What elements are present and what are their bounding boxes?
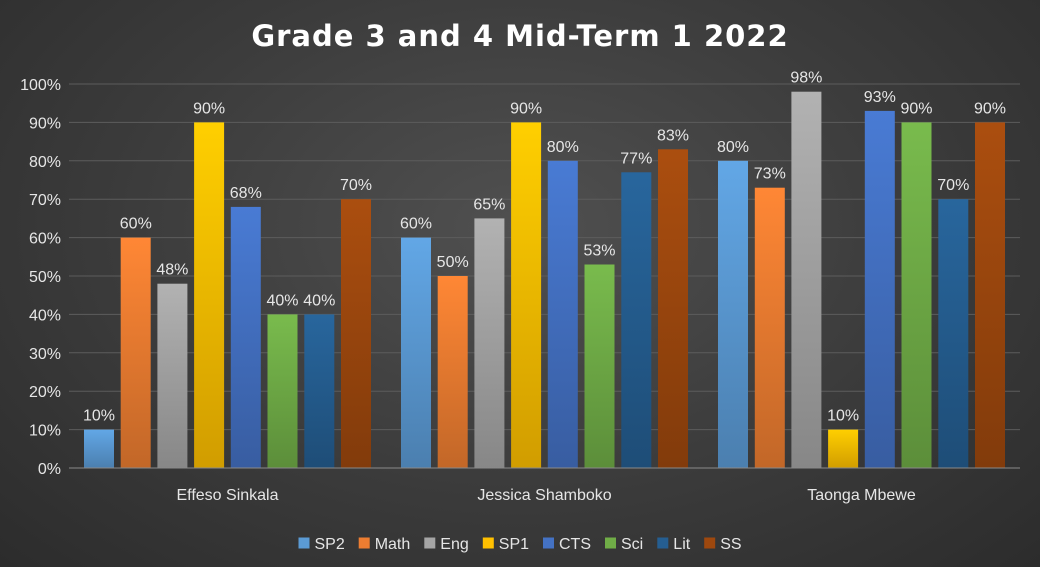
x-axis: Effeso Sinkala Jessica Shamboko Taonga Mbe…: [69, 467, 1020, 504]
bar-lit-effeso-sinkala: [304, 314, 335, 468]
bar-sci-taonga-mbewe: [901, 122, 932, 469]
bar-eng-jessica-shamboko: [474, 218, 505, 468]
legend-item-sp1: SP1: [482, 536, 529, 553]
legend-swatch: [298, 537, 310, 549]
data-label: 70%: [340, 177, 372, 194]
x-tick-label: Taonga Mbewe: [807, 487, 916, 504]
y-axis: 0% 10% 20% 30% 40% 50% 60% 70% 80% 90% 100%: [20, 77, 61, 478]
data-label: 53%: [583, 243, 615, 260]
legend-item-math: Math: [358, 536, 411, 553]
data-label: 10%: [827, 408, 859, 425]
bar-sp2-jessica-shamboko: [401, 237, 431, 468]
legend-swatch: [482, 537, 494, 549]
bar-math-taonga-mbewe: [754, 187, 785, 468]
legend-label: Math: [375, 536, 411, 553]
legend-swatch: [358, 537, 370, 549]
data-label: 80%: [547, 139, 579, 156]
legend-swatch: [424, 537, 436, 549]
y-tick-label: 100%: [20, 77, 61, 94]
data-label: 77%: [620, 150, 652, 167]
bar-sp1-jessica-shamboko: [511, 122, 542, 469]
data-labels: 10% 60% 48% 90% 68% 40% 40% 70% 60% 50% 65% 90% 80% 5…: [83, 70, 1006, 425]
legend-label: SP1: [499, 536, 529, 553]
legend-item-lit: Lit: [657, 536, 691, 553]
bar-ss-taonga-mbewe: [975, 122, 1005, 469]
data-label: 40%: [266, 292, 298, 309]
bar-sp2-effeso-sinkala: [84, 429, 114, 468]
data-label: 70%: [937, 177, 969, 194]
data-label: 50%: [437, 254, 469, 271]
legend-item-cts: CTS: [543, 536, 591, 553]
bar-ss-jessica-shamboko: [658, 149, 688, 469]
y-tick-label: 10%: [29, 423, 61, 440]
bar-ss-effeso-sinkala: [341, 199, 371, 468]
y-tick-label: 60%: [29, 231, 61, 248]
legend-label: SS: [720, 536, 741, 553]
legend-label: SP2: [315, 536, 345, 553]
data-label: 48%: [156, 262, 188, 279]
legend-label: CTS: [559, 536, 591, 553]
legend-swatch: [605, 537, 616, 549]
data-label: 90%: [900, 100, 932, 117]
data-label: 80%: [717, 139, 749, 156]
bar-sci-effeso-sinkala: [267, 314, 298, 468]
data-label: 83%: [657, 127, 689, 144]
bar-cts-effeso-sinkala: [230, 206, 261, 468]
data-label: 93%: [864, 89, 896, 106]
bar-cts-taonga-mbewe: [864, 110, 895, 469]
legend-label: Lit: [673, 536, 690, 553]
data-label: 60%: [400, 216, 432, 233]
data-label: 90%: [510, 100, 542, 117]
legend-swatch: [543, 537, 554, 549]
bar-sp1-taonga-mbewe: [828, 429, 859, 468]
data-label: 40%: [303, 292, 335, 309]
bar-sp1-effeso-sinkala: [194, 122, 225, 469]
y-tick-label: 80%: [29, 154, 61, 171]
bar-math-effeso-sinkala: [120, 237, 151, 468]
data-label: 90%: [193, 100, 225, 117]
bar-lit-taonga-mbewe: [938, 199, 969, 468]
legend-item-eng: Eng: [424, 536, 469, 553]
x-tick-label: Jessica Shamboko: [477, 487, 611, 504]
data-label: 73%: [754, 166, 786, 183]
bars: [84, 91, 1005, 469]
bar-sp2-taonga-mbewe: [718, 160, 748, 469]
data-label: 68%: [230, 185, 262, 202]
y-tick-label: 50%: [29, 269, 61, 286]
data-label: 10%: [83, 408, 115, 425]
bar-eng-effeso-sinkala: [157, 283, 188, 468]
y-tick-label: 90%: [29, 115, 61, 132]
bar-sci-jessica-shamboko: [584, 264, 615, 468]
legend-swatch: [704, 537, 716, 549]
bar-eng-taonga-mbewe: [791, 91, 822, 468]
y-tick-label: 0%: [38, 461, 61, 478]
legend-item-ss: SS: [704, 536, 742, 553]
y-tick-label: 70%: [29, 192, 61, 209]
legend: SP2 Math Eng SP1 CTS Sci Lit SS: [298, 536, 742, 553]
data-label: 90%: [974, 100, 1006, 117]
gridlines: [69, 83, 1020, 431]
y-tick-label: 30%: [29, 346, 61, 363]
data-label: 98%: [790, 70, 822, 87]
y-tick-label: 20%: [29, 384, 61, 401]
legend-label: Sci: [621, 536, 643, 553]
bar-math-jessica-shamboko: [437, 276, 468, 468]
bar-lit-jessica-shamboko: [621, 172, 652, 469]
bar-cts-jessica-shamboko: [547, 160, 578, 469]
data-label: 60%: [120, 216, 152, 233]
x-tick-label: Effeso Sinkala: [177, 487, 279, 504]
legend-item-sp2: SP2: [298, 536, 345, 553]
legend-swatch: [657, 537, 669, 549]
y-tick-label: 40%: [29, 307, 61, 324]
legend-label: Eng: [440, 536, 468, 553]
chart-title: Grade 3 and 4 Mid-Term 1 2022: [251, 19, 788, 53]
data-label: 65%: [473, 196, 505, 213]
legend-item-sci: Sci: [605, 536, 643, 553]
